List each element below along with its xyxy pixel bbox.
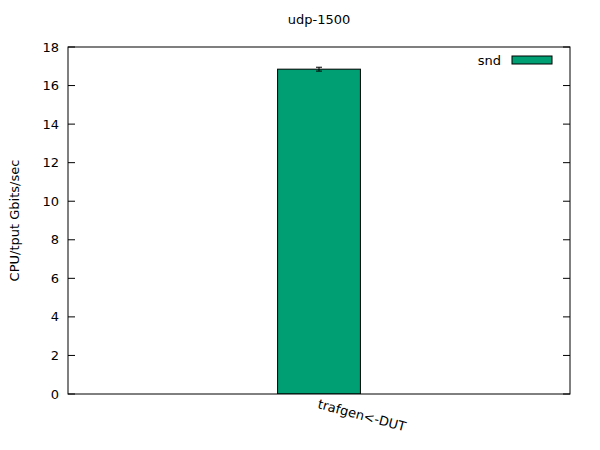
y-tick-label: 16: [42, 78, 59, 93]
y-tick: [68, 355, 75, 356]
y-tick-label: 14: [42, 117, 59, 132]
error-cap: [316, 71, 322, 72]
y-tick-label: 12: [42, 155, 59, 170]
y-tick-label: 4: [51, 309, 59, 324]
y-tick-mirror: [563, 162, 570, 163]
error-bar: [316, 67, 322, 71]
y-tick: [68, 85, 75, 86]
error-cap: [316, 67, 322, 68]
y-tick-mirror: [563, 85, 570, 86]
plot-frame: [68, 47, 570, 394]
title: udp-1500: [288, 12, 351, 27]
x-tick-label: trafgen<-DUT: [316, 396, 407, 434]
y-tick-label: 8: [51, 232, 59, 247]
chart: udp-1500 CPU/tput Gbits/sec 0 2 4 6 8 10 12 14 16 1…: [0, 0, 600, 450]
y-tick: [68, 278, 75, 279]
y-tick: [68, 162, 75, 163]
bar: [278, 69, 361, 394]
y-axis-label: CPU/tput Gbits/sec: [7, 160, 22, 282]
y-tick-label: 2: [51, 348, 59, 363]
y-tick: [68, 316, 75, 317]
legend-swatch: [512, 56, 552, 64]
y-tick-mirror: [563, 47, 570, 48]
y-tick-mirror: [563, 394, 570, 395]
y-tick-mirror: [563, 355, 570, 356]
y-tick-label: 6: [51, 271, 59, 286]
y-tick: [68, 394, 75, 395]
y-tick: [68, 124, 75, 125]
y-tick-mirror: [563, 201, 570, 202]
error-line: [319, 67, 320, 71]
y-tick: [68, 201, 75, 202]
y-tick-mirror: [563, 316, 570, 317]
y-tick-label: 0: [51, 387, 59, 402]
y-tick: [68, 239, 75, 240]
y-tick-mirror: [563, 239, 570, 240]
y-tick-label: 10: [42, 194, 59, 209]
y-tick-mirror: [563, 124, 570, 125]
legend-label: snd: [478, 53, 501, 68]
y-tick-label: 18: [42, 40, 59, 55]
y-tick: [68, 47, 75, 48]
y-tick-mirror: [563, 278, 570, 279]
plot-marks: [278, 67, 361, 394]
